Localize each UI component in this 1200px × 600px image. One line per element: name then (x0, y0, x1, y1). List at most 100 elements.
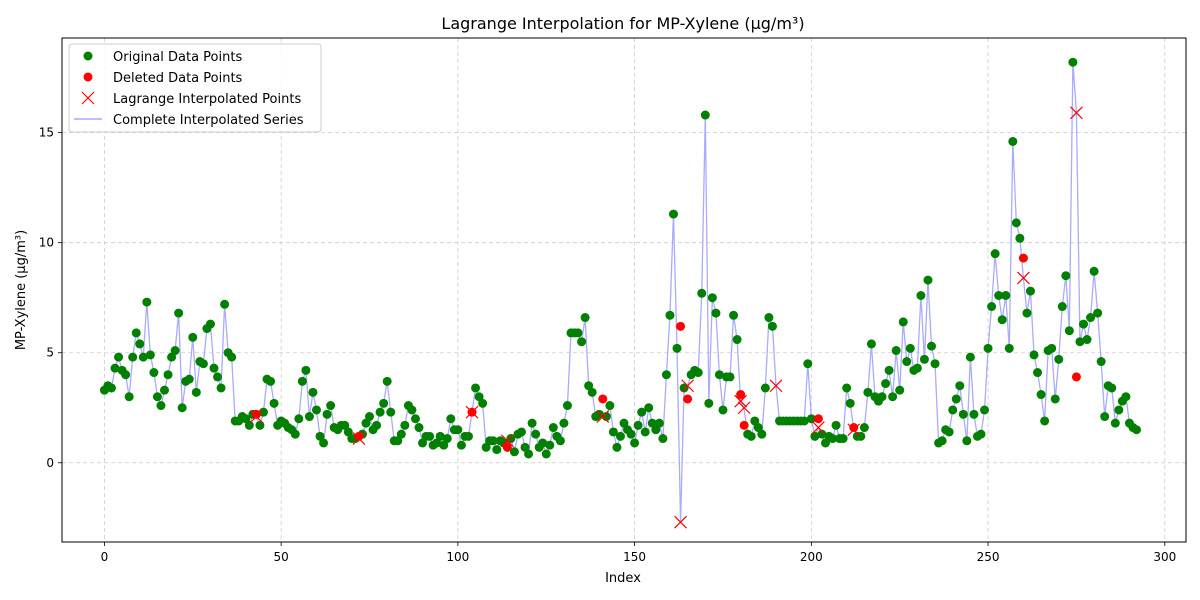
original-point (820, 438, 830, 448)
original-point (1025, 286, 1035, 296)
original-point (810, 431, 820, 441)
original-point (912, 363, 922, 373)
lagrange-point (1070, 106, 1083, 120)
legend-entry-series: Complete Interpolated Series (74, 113, 304, 128)
original-point (524, 449, 534, 459)
original-point (605, 401, 615, 411)
x-tick-label: 150 (623, 550, 646, 564)
original-point (838, 434, 848, 444)
original-point (767, 321, 777, 331)
original-point (481, 442, 491, 452)
original-point (640, 427, 650, 437)
x-tick-label: 0 (101, 550, 109, 564)
original-point (651, 425, 661, 435)
original-point (216, 383, 226, 393)
original-point (114, 352, 124, 362)
original-point (562, 401, 572, 411)
x-tick-label: 300 (1153, 550, 1176, 564)
original-point (453, 425, 463, 435)
original-point (888, 392, 898, 402)
original-point (665, 310, 675, 320)
original-point (573, 328, 583, 338)
original-point (725, 372, 735, 382)
original-point (213, 372, 223, 382)
original-point (619, 418, 629, 428)
original-point (435, 431, 445, 441)
original-point (757, 429, 767, 439)
legend-label-deleted: Deleted Data Points (113, 71, 243, 86)
original-point (1068, 57, 1078, 67)
original-points-layer (99, 57, 1142, 459)
original-point (492, 445, 502, 455)
grid-lines (62, 38, 1186, 542)
original-point (124, 392, 134, 402)
original-point (506, 434, 516, 444)
original-point (227, 352, 237, 362)
original-point (315, 431, 325, 441)
original-point (976, 429, 986, 439)
legend-marker-original (83, 51, 93, 61)
legend-label-series: Complete Interpolated Series (113, 113, 304, 128)
original-point (845, 398, 855, 408)
original-point (746, 431, 756, 441)
original-point (478, 398, 488, 408)
x-tick-label: 250 (977, 550, 1000, 564)
deleted-point (251, 409, 261, 419)
original-point (142, 297, 152, 307)
deleted-point (598, 394, 608, 404)
original-point (170, 346, 180, 356)
original-point (753, 423, 763, 433)
original-point (559, 418, 569, 428)
original-point (1054, 354, 1064, 364)
deleted-point (739, 420, 749, 430)
original-point (425, 431, 435, 441)
lagrange-points-layer (249, 106, 1083, 529)
original-point (1107, 383, 1117, 393)
original-point (1022, 308, 1032, 318)
original-point (672, 343, 682, 353)
original-point (760, 383, 770, 393)
original-point (160, 385, 170, 395)
original-point (1033, 368, 1043, 378)
original-point (601, 412, 611, 422)
original-point (927, 341, 937, 351)
original-point (343, 427, 353, 437)
original-point (209, 363, 219, 373)
lagrange-point (674, 515, 687, 529)
original-point (661, 370, 671, 380)
original-point (615, 431, 625, 441)
y-tick-label: 15 (39, 126, 54, 140)
original-point (418, 438, 428, 448)
original-point (919, 354, 929, 364)
original-point (831, 420, 841, 430)
original-point (400, 420, 410, 430)
original-point (191, 387, 201, 397)
lagrange-point (1016, 271, 1030, 285)
original-point (407, 405, 417, 415)
lagrange-point (465, 405, 479, 419)
original-point (1121, 392, 1131, 402)
original-point (1110, 418, 1120, 428)
original-point (474, 392, 484, 402)
original-point (965, 352, 975, 362)
original-point (138, 352, 148, 362)
original-point (817, 429, 827, 439)
original-point (951, 394, 961, 404)
original-point (1040, 416, 1050, 426)
original-point (446, 414, 456, 424)
original-point (527, 418, 537, 428)
original-point (541, 449, 551, 459)
original-point (891, 346, 901, 356)
lagrange-point (734, 394, 748, 408)
original-point (463, 431, 473, 441)
original-point (319, 438, 329, 448)
original-point (266, 376, 276, 386)
original-point (1114, 405, 1124, 415)
original-point (184, 374, 194, 384)
original-point (255, 420, 265, 430)
original-point (121, 370, 131, 380)
deleted-point (683, 394, 693, 404)
original-point (156, 401, 166, 411)
original-point (587, 387, 597, 397)
original-point (577, 337, 587, 347)
